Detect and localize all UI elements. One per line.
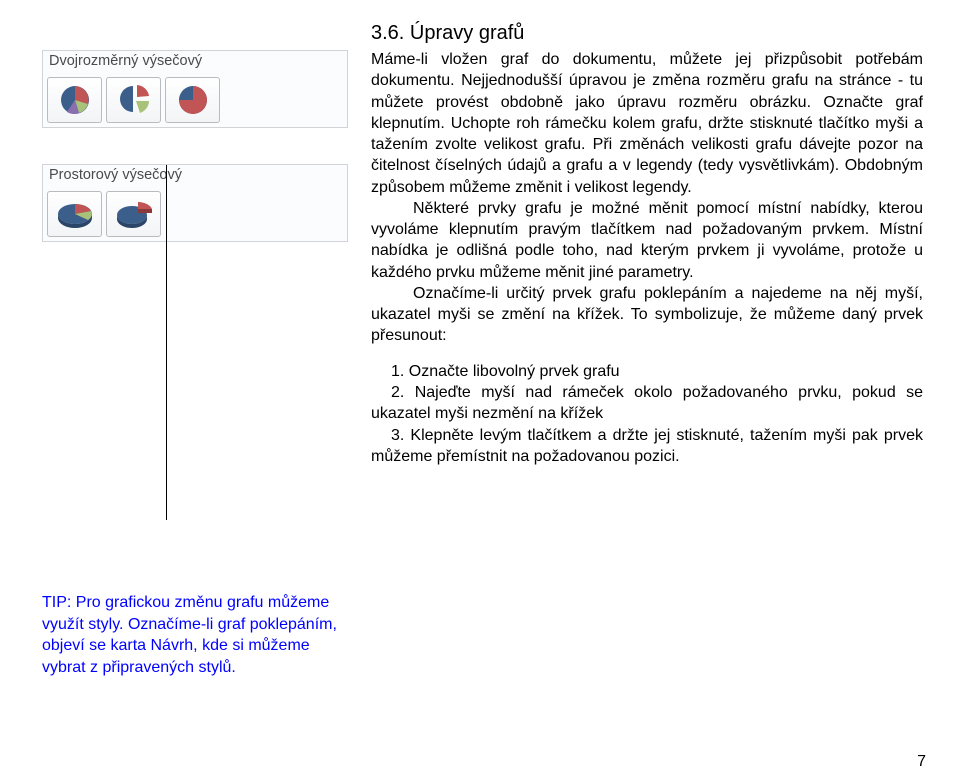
- page-number: 7: [917, 753, 926, 771]
- section-heading: 3.6. Úpravy grafů: [371, 22, 923, 45]
- left-column: Dvojrozměrný výsečový: [42, 50, 348, 678]
- pie-2d-icon-c[interactable]: [165, 77, 220, 123]
- panel-2d-icons: [43, 75, 347, 127]
- list-item-2: 2. Najeďte myší nad rámeček okolo požado…: [371, 382, 923, 425]
- pie-2d-icon-a[interactable]: [47, 77, 102, 123]
- chart-panel-2d: Dvojrozměrný výsečový: [42, 50, 348, 128]
- body-text: Máme-li vložen graf do dokumentu, můžete…: [371, 49, 923, 467]
- panel-3d-icons: [43, 189, 347, 241]
- list-item-3: 3. Klepněte levým tlačítkem a držte jej …: [371, 425, 923, 468]
- paragraph-2: Některé prvky grafu je možné měnit pomoc…: [371, 198, 923, 283]
- chart-panel-3d: Prostorový výsečový: [42, 164, 348, 242]
- panel-3d-title: Prostorový výsečový: [43, 165, 347, 189]
- connector-line: [166, 165, 167, 520]
- tip-text: TIP: Pro grafickou změnu grafu můžeme vy…: [42, 592, 348, 678]
- pie-3d-icon-a[interactable]: [47, 191, 102, 237]
- pie-2d-icon-b[interactable]: [106, 77, 161, 123]
- paragraph-1: Máme-li vložen graf do dokumentu, můžete…: [371, 49, 923, 198]
- pie-3d-icon-b[interactable]: [106, 191, 161, 237]
- paragraph-3: Označíme-li určitý prvek grafu poklepání…: [371, 283, 923, 347]
- panel-2d-title: Dvojrozměrný výsečový: [43, 51, 347, 75]
- right-column: 3.6. Úpravy grafů Máme-li vložen graf do…: [371, 22, 923, 467]
- list-item-1: 1. Označte libovolný prvek grafu: [371, 361, 923, 382]
